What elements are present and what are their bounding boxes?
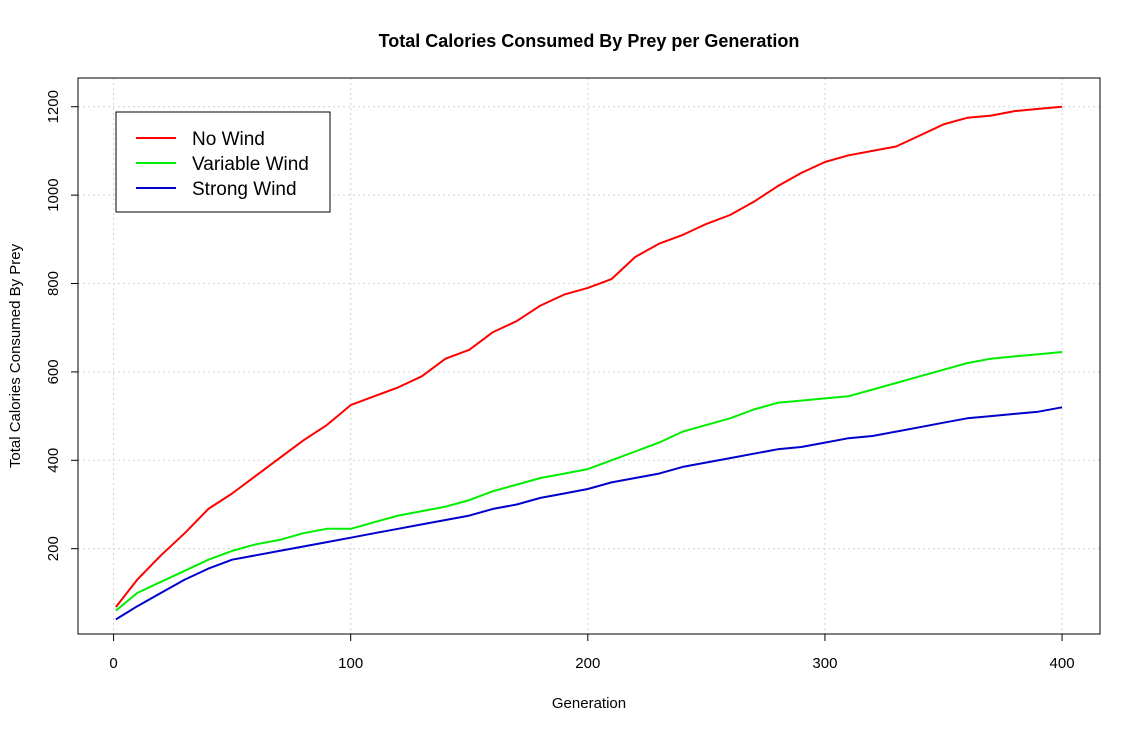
x-tick-label: 400 xyxy=(1050,655,1075,672)
legend-label-1: Variable Wind xyxy=(192,154,309,175)
series-line-0 xyxy=(115,105,1063,608)
y-tick-label: 1000 xyxy=(45,178,62,211)
chart-title: Total Calories Consumed By Prey per Gene… xyxy=(379,31,800,51)
y-tick-label: 1200 xyxy=(45,90,62,123)
y-tick-label: 600 xyxy=(45,359,62,384)
x-tick-label: 200 xyxy=(575,655,600,672)
x-tick-label: 300 xyxy=(812,655,837,672)
y-tick-label: 400 xyxy=(45,448,62,473)
y-tick-label: 800 xyxy=(45,271,62,296)
x-axis-label: Generation xyxy=(552,695,626,712)
y-axis: 200 400 600 800 1000 1200 xyxy=(45,90,78,561)
x-tick-label: 0 xyxy=(109,655,117,672)
series-layer xyxy=(115,105,1063,621)
x-tick-label: 100 xyxy=(338,655,363,672)
x-axis: 0 100 200 300 400 xyxy=(109,633,1075,672)
legend-label-2: Strong Wind xyxy=(192,179,297,200)
y-tick-label: 200 xyxy=(45,536,62,561)
series-line-1 xyxy=(115,351,1063,612)
legend: No Wind Variable Wind Strong Wind xyxy=(115,111,331,213)
y-axis-label: Total Calories Consumed By Prey xyxy=(7,243,24,468)
legend-label-0: No Wind xyxy=(192,129,265,150)
series-line-2 xyxy=(115,406,1063,621)
